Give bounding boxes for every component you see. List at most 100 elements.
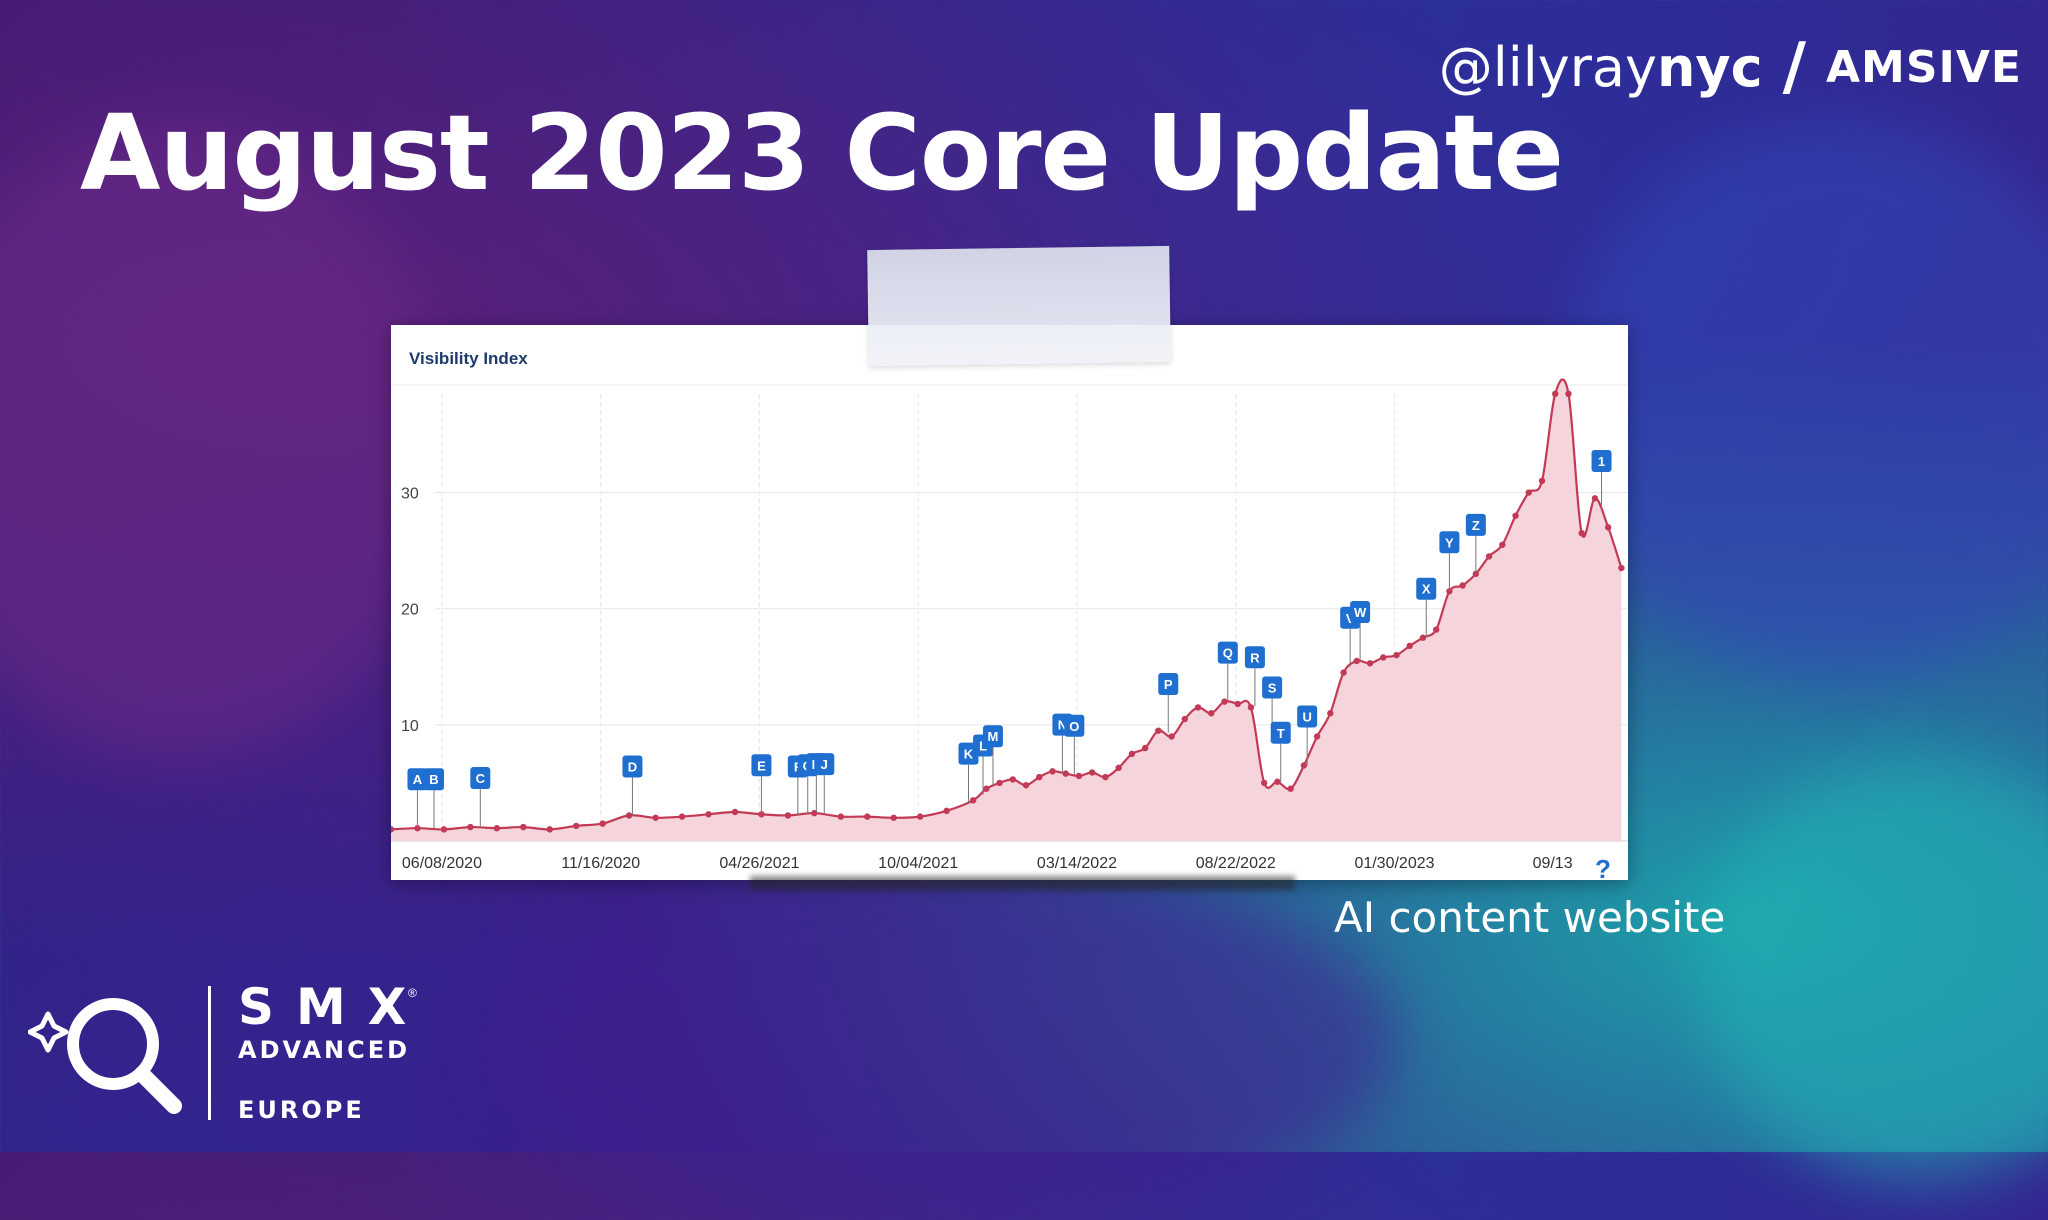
y-tick-label: 30 [401,486,419,503]
annotation-marker [1350,600,1371,623]
annotation-label: A [413,772,423,787]
x-tick-label: 10/04/2021 [878,855,958,872]
data-point [1049,768,1056,775]
registered-mark: ® [408,986,417,1000]
logo-divider [208,986,211,1120]
data-point [1208,710,1215,717]
annotation-label: P [1164,677,1173,692]
event-wordmark: SMX [238,978,429,1036]
annotation-marker [1270,721,1291,744]
annotation-label: C [476,771,486,786]
data-point [1234,700,1241,708]
help-icon: ? [1595,854,1611,880]
chart-title: Visibility Index [409,349,528,368]
data-point [705,811,712,818]
background-blob [1560,120,2048,680]
data-point [520,823,527,831]
annotation-marker [1439,531,1460,554]
data-point [1499,541,1506,549]
data-point [784,812,792,819]
annotation-label: D [628,759,637,774]
brand-logo: AMSIVE [1825,41,2022,93]
data-point [916,813,924,820]
y-tick-label: 20 [401,602,419,619]
annotation-marker [982,725,1003,748]
data-point [1472,570,1480,578]
data-point [1022,782,1030,789]
data-point [1128,750,1136,758]
annotation-marker [1244,646,1265,669]
author-handle: @lilyraynyc / AMSIVE [1439,30,2022,104]
annotation-label: L [979,739,987,754]
data-point [467,823,474,831]
annotation-marker [622,755,643,778]
data-point [573,822,580,830]
background-blob [1700,760,2048,1180]
annotation-label: E [757,758,766,773]
data-point [1274,778,1281,785]
data-point [1525,489,1532,496]
annotation-marker [423,768,444,791]
data-point [1485,553,1493,560]
data-point [678,813,686,820]
background-blob [0,120,440,760]
data-point [1552,390,1559,398]
data-point [1459,582,1466,589]
handle-suffix: nyc [1656,35,1763,99]
data-point [1380,654,1387,661]
data-point [1036,773,1043,781]
data-point [652,814,659,821]
series-area [391,379,1622,841]
handle-mid: ray [1569,35,1657,99]
data-point [837,813,845,820]
data-point [1565,390,1572,398]
x-tick-label: 11/16/2020 [561,855,640,872]
tape-shadow [750,876,1295,890]
slide-title: August 2023 Core Update [80,92,1564,214]
data-point [1194,704,1202,711]
data-point [1591,495,1599,502]
data-point [1075,772,1083,780]
data-point [546,826,553,833]
annotation-marker [814,753,835,776]
background-blob [500,860,1400,1220]
annotation-marker [1217,641,1238,664]
data-point [1141,744,1149,752]
data-point [391,826,395,833]
annotation-marker [407,768,428,791]
x-tick-label: 06/08/2020 [402,855,482,872]
annotation-marker [1297,705,1318,728]
annotation-label: Z [1472,518,1480,533]
data-point [943,807,950,814]
data-point [996,779,1003,787]
magnifier-sparkle-icon [28,998,182,1114]
data-point [983,785,990,792]
annotation-label: J [821,757,828,772]
data-point [1181,715,1188,723]
x-tick-label: 08/22/2022 [1196,855,1276,872]
handle-text: @lilyraynyc [1439,36,1763,99]
data-point [493,825,501,832]
x-tick-label: 04/26/2021 [719,855,799,872]
annotation-marker [1591,449,1612,472]
chart-card: Visibility Index 10 20 30 06/08/2020 11/16/2… [391,325,1628,880]
data-point [1102,773,1109,781]
annotation-label: S [1268,680,1277,695]
annotation-marker [1262,676,1283,699]
data-point [864,813,871,820]
data-point [1247,704,1255,711]
data-point [599,820,606,827]
annotation-label: U [1302,710,1311,725]
data-point [1538,477,1546,485]
annotation-label: R [1250,650,1260,665]
annotation-label: K [964,747,974,762]
data-point [1300,762,1308,769]
handle-separator: / [1782,30,1806,104]
event-region: EUROPE [238,1096,365,1124]
data-point [625,812,633,819]
y-tick-label: 10 [401,718,419,735]
data-point [1088,769,1096,776]
data-point [969,797,977,804]
data-point [1432,626,1440,633]
tape-overlay [867,245,1171,367]
